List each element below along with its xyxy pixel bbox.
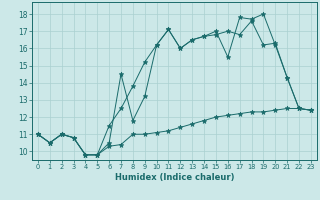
X-axis label: Humidex (Indice chaleur): Humidex (Indice chaleur) [115,173,234,182]
